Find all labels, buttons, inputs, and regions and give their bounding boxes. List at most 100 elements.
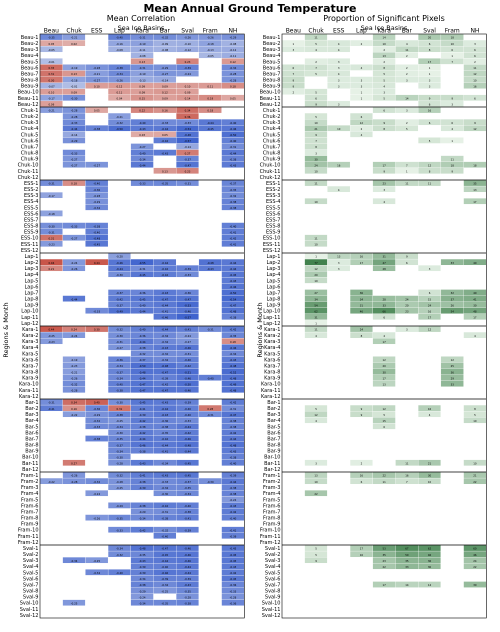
row-label-chuk-2: Chuk-2 [263,114,281,120]
row-label-lap-11: Lap-11 [263,315,280,321]
cell-correlation [198,514,222,521]
cell-significance [281,301,305,308]
cell-correlation [107,605,131,613]
cell-correlation [62,587,86,594]
cell-correlation [62,210,86,217]
cell-value-correlation: -0.34 [139,577,146,581]
cell-correlation [85,465,109,473]
cell-value-correlation: -0.21 [116,115,123,119]
cell-value-correlation: -0.44 [230,261,237,265]
cell-significance [440,222,464,229]
cell-value-correlation: 0.10 [185,84,191,88]
cell-correlation [198,484,222,491]
cell-value-significance: 27 [314,291,318,295]
cell-significance [440,271,464,278]
cell-significance [395,277,419,284]
cell-value-correlation: -0.41 [139,474,146,478]
cell-value-significance: 11 [314,328,318,332]
cell-value-correlation: -0.19 [71,66,78,70]
cell-value-correlation: -0.43 [230,163,237,167]
cell-value-correlation: -0.50 [184,382,191,386]
cell-correlation [39,484,63,491]
cell-significance [463,502,487,509]
cell-significance [463,496,487,503]
cell-value-significance: 15 [428,297,432,301]
cell-significance [349,179,373,187]
row-label-beau-10: Beau-10 [260,90,281,96]
cell-value-significance: 18 [473,163,477,167]
cell-correlation [176,234,200,241]
cell-significance [395,33,419,41]
cell-significance [304,599,328,606]
row-label-sval-2: Sval-2 [23,552,39,558]
cell-significance [440,338,464,345]
cell-correlation [130,246,154,254]
cell-value-correlation: -0.45 [161,553,168,557]
cell-value-correlation: -0.34 [116,425,123,429]
cell-value-significance: 40 [473,261,477,265]
row-label-bar-3: Bar-3 [25,412,38,418]
cell-value-correlation: -0.30 [116,401,123,405]
cell-significance [349,240,373,248]
cell-correlation [39,252,63,260]
cell-significance [418,192,442,199]
cell-value-correlation: -0.34 [230,352,237,356]
cell-correlation [62,447,86,454]
cell-correlation [85,350,109,357]
cell-value-correlation: -0.30 [116,334,123,338]
cell-significance [463,447,487,454]
cell-value-correlation: -0.27 [184,340,191,344]
cell-value-significance: 4 [361,66,363,70]
cell-significance [327,453,351,460]
cell-correlation [85,283,109,290]
cell-value-significance: 24 [405,297,409,301]
cell-value-correlation: -0.46 [161,316,168,320]
cell-significance [327,131,351,138]
cell-value-correlation: -0.34 [116,364,123,368]
cell-value-correlation: -0.37 [184,480,191,484]
cell-correlation [107,563,131,570]
cell-significance [281,319,305,327]
cell-correlation [130,465,154,473]
cell-correlation [198,216,222,223]
cell-value-correlation: -0.23 [48,243,55,247]
cell-value-significance: 11 [473,66,477,70]
row-label-kara-1: Kara-1 [22,327,38,333]
cell-correlation [153,538,177,546]
row-label-ess-1: ESS-1 [24,181,39,187]
cell-value-correlation: -0.39 [184,528,191,532]
cell-value-correlation: -0.40 [184,358,191,362]
cell-value-correlation: -0.46 [184,309,191,313]
row-label-fram-10: Fram-10 [18,528,39,534]
cell-correlation [221,319,245,327]
row-label-kara-2: Kara-2 [22,333,38,339]
row-label-fram-7: Fram-7 [263,509,281,515]
cell-value-significance: 11 [451,157,455,161]
row-label-lap-1: Lap-1 [24,254,38,260]
cell-value-correlation: 0.46 [48,261,54,265]
cell-value-correlation: -0.40 [184,413,191,417]
cell-value-correlation: -0.40 [139,328,146,332]
row-label-lap-11: Lap-11 [21,315,38,321]
cell-significance [281,417,305,424]
cell-value-significance: 24 [473,559,477,563]
cell-significance [372,611,396,619]
cell-significance [304,496,328,503]
cell-value-significance: 6 [293,66,295,70]
cell-correlation [39,161,63,168]
row-label-bar-7: Bar-7 [25,436,38,442]
column-labels-significance: Beau Chuk ESS Lap Kara Bar Sval Fram NH [286,28,480,35]
cell-value-significance: 5 [429,139,431,143]
cell-correlation [85,94,109,102]
cell-value-correlation: 0.14 [185,97,191,101]
cell-significance [395,240,419,248]
cell-significance [463,611,487,619]
cell-correlation [153,252,177,260]
column-label-chuk: Chuk [66,28,82,35]
cell-significance [372,429,396,436]
cell-value-significance: 1 [315,255,317,259]
cell-value-correlation: -0.29 [139,510,146,514]
cell-correlation [62,46,86,53]
cell-correlation [198,155,222,162]
cell-significance [418,149,442,156]
